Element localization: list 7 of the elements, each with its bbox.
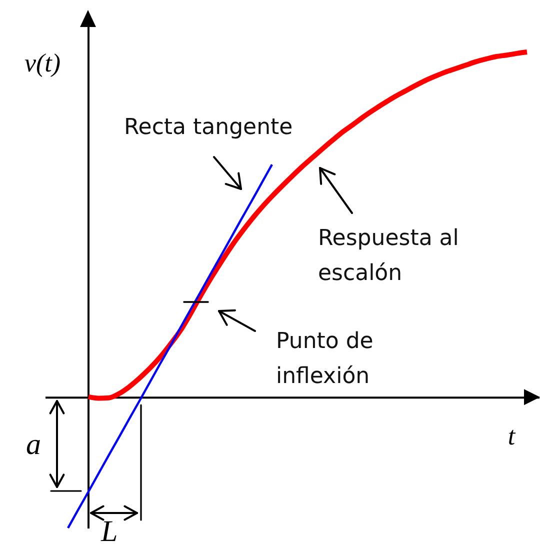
series-label: Recta tangente: [124, 114, 294, 142]
annotation: L: [101, 515, 118, 548]
x-axis-title: t: [508, 422, 516, 450]
y-axis-title: v(t): [24, 48, 61, 78]
text: Respuesta al escalón: [318, 225, 460, 288]
text: a: [26, 428, 41, 461]
annotation: Punto de inflexión: [276, 328, 374, 391]
